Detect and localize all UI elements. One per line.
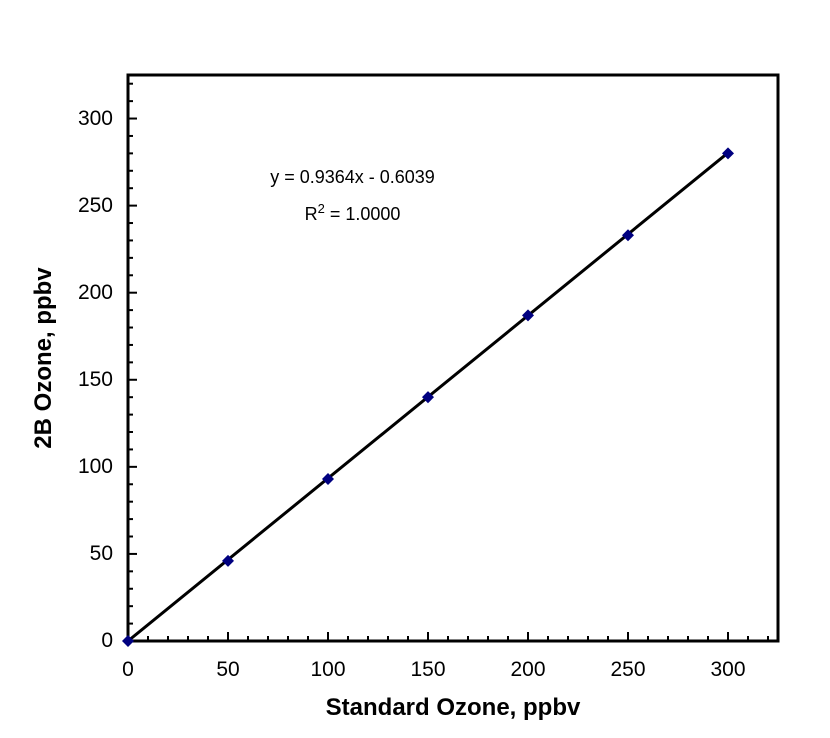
r-squared-value: R2 = 1.0000 — [304, 201, 401, 224]
y-tick-label: 250 — [77, 193, 113, 217]
x-tick-label: 200 — [510, 658, 546, 681]
y-tick-label: 0 — [101, 629, 113, 652]
y-tick-label: 300 — [77, 106, 113, 130]
y-axis-title: 2B Ozone, ppbv — [30, 267, 57, 449]
y-tick-label: 150 — [77, 367, 113, 391]
trendline-annotation: y = 0.9364x - 0.6039 R2 = 1.0000 — [230, 162, 475, 230]
plot-frame — [126, 73, 780, 643]
y-tick-label: 200 — [77, 280, 113, 304]
data-point-marker — [121, 634, 135, 648]
x-tick-label: 0 — [122, 658, 134, 681]
x-tick-label: 300 — [710, 658, 746, 681]
x-tick-label: 100 — [310, 658, 346, 681]
data-point-marker — [621, 229, 635, 242]
y-tick-label: 50 — [89, 541, 113, 565]
data-point-marker — [521, 309, 535, 322]
x-tick-label: 250 — [610, 658, 646, 681]
x-axis-title: Standard Ozone, ppbv — [325, 694, 581, 721]
data-point-marker — [721, 147, 735, 160]
trendline-equation: y = 0.9364x - 0.6039 — [270, 167, 435, 187]
x-tick-label: 50 — [216, 658, 240, 681]
data-point-marker — [221, 554, 235, 567]
y-tick-label: 100 — [77, 454, 113, 478]
x-tick-label: 150 — [410, 658, 446, 681]
